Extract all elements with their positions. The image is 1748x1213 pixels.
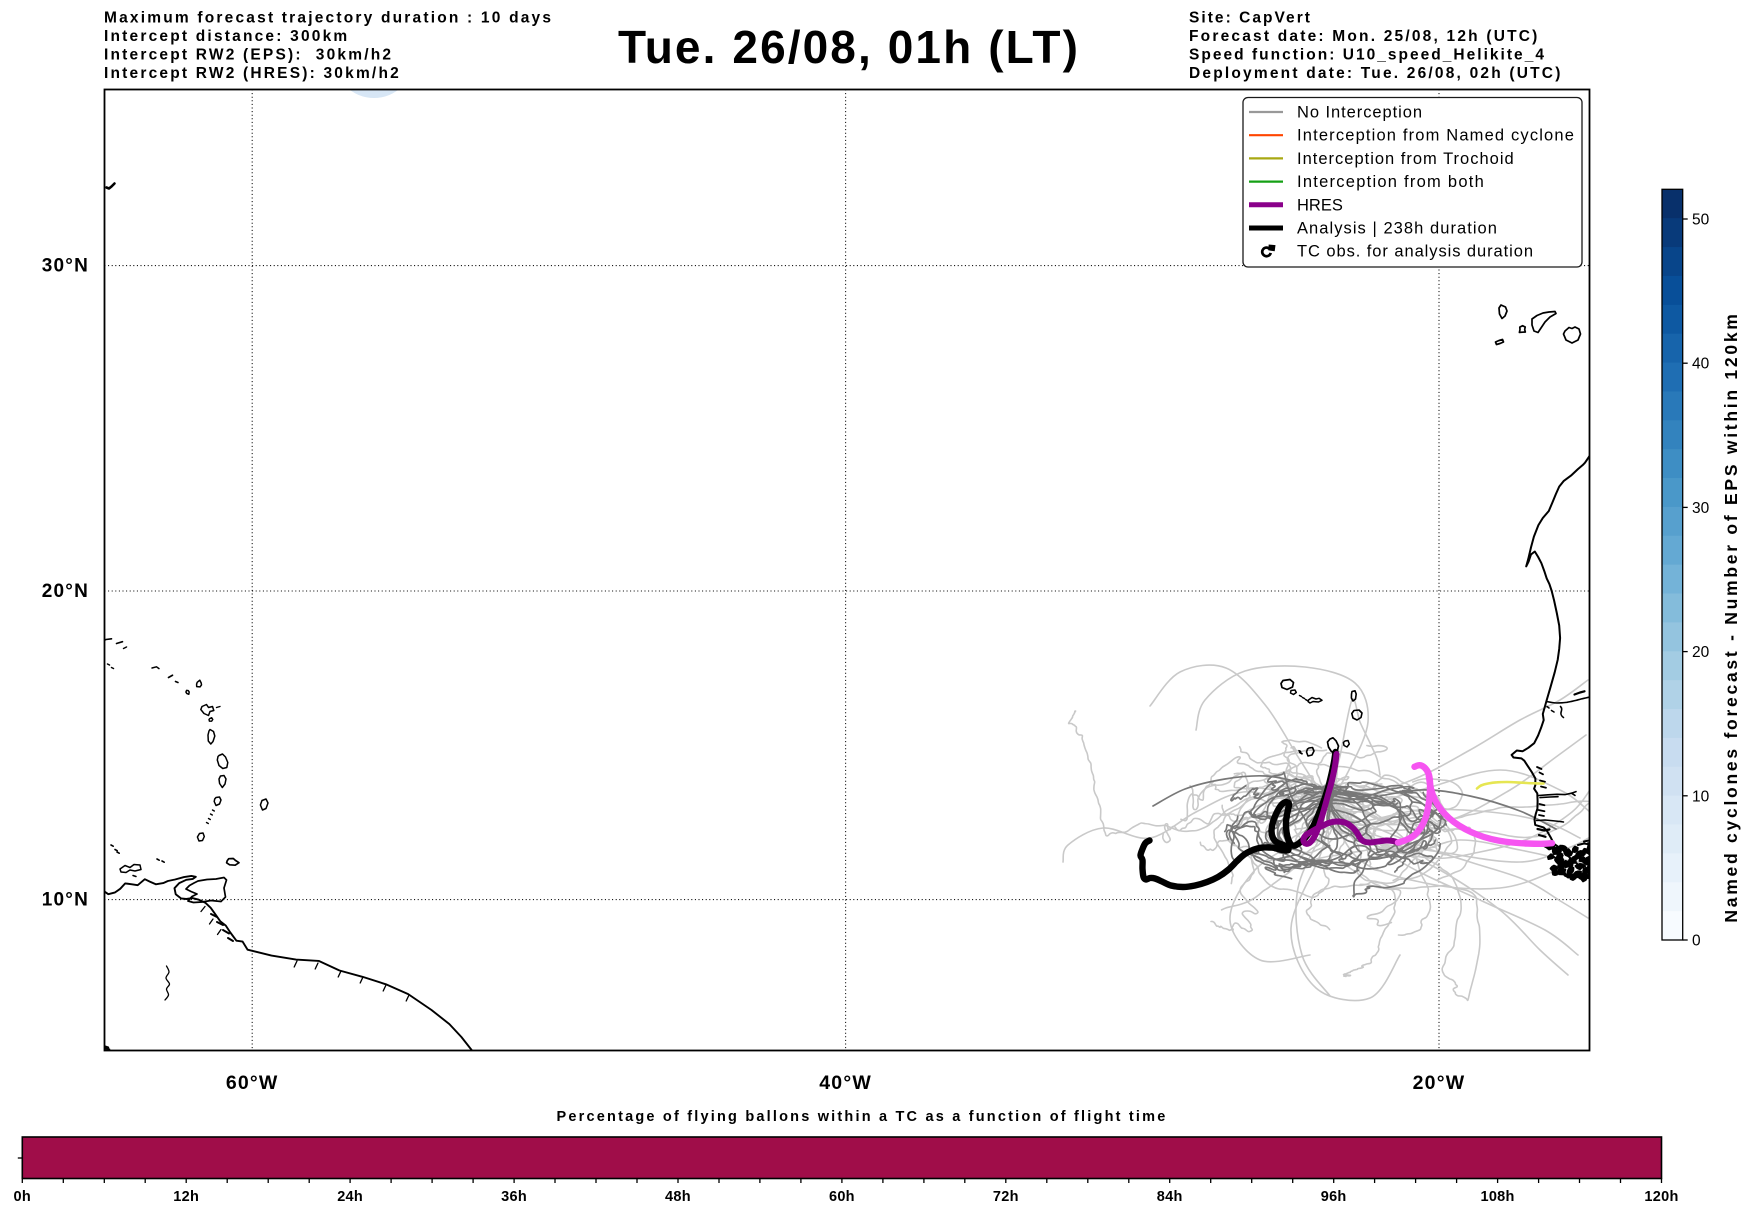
svg-text:Deployment date: Tue. 26/08, 0: Deployment date: Tue. 26/08, 02h (UTC) [1189, 65, 1563, 82]
svg-text:Percentage of flying ballons w: Percentage of flying ballons within a TC… [557, 1109, 1168, 1125]
svg-text:40°W: 40°W [819, 1072, 872, 1094]
svg-text:Site: CapVert: Site: CapVert [1189, 10, 1312, 27]
svg-text:24h: 24h [337, 1189, 363, 1205]
svg-text:Tue. 26/08, 01h (LT): Tue. 26/08, 01h (LT) [618, 21, 1080, 73]
svg-text:60°W: 60°W [226, 1072, 279, 1094]
svg-text:Interception from Trochoid: Interception from Trochoid [1297, 150, 1515, 168]
svg-text:20°W: 20°W [1413, 1072, 1466, 1094]
svg-text:36h: 36h [501, 1189, 527, 1205]
svg-text:120h: 120h [1644, 1189, 1678, 1205]
svg-text:Maximum forecast trajectory du: Maximum forecast trajectory duration : 1… [104, 10, 553, 27]
svg-text:20: 20 [1692, 644, 1710, 661]
svg-text:Forecast date: Mon. 25/08, 12h: Forecast date: Mon. 25/08, 12h (UTC) [1189, 28, 1540, 45]
svg-text:30°N: 30°N [42, 256, 89, 277]
svg-text:Interception from Named cyclon: Interception from Named cyclone [1297, 127, 1575, 145]
svg-text:40: 40 [1692, 356, 1710, 373]
svg-text:TC obs. for analysis duration: TC obs. for analysis duration [1297, 243, 1534, 261]
svg-text:Intercept distance: 300km: Intercept distance: 300km [104, 28, 349, 45]
svg-text:Interception from both: Interception from both [1297, 173, 1485, 191]
svg-text:10°N: 10°N [42, 890, 89, 911]
svg-text:No Interception: No Interception [1297, 104, 1423, 122]
svg-text:108h: 108h [1480, 1189, 1514, 1205]
svg-text:48h: 48h [665, 1189, 691, 1205]
svg-text:60h: 60h [829, 1189, 855, 1205]
svg-text:84h: 84h [1157, 1189, 1183, 1205]
svg-text:96h: 96h [1321, 1189, 1347, 1205]
svg-text:HRES: HRES [1297, 196, 1343, 214]
svg-text:Speed function: U10_speed_Heli: Speed function: U10_speed_Helikite_4 [1189, 47, 1546, 64]
svg-text:12h: 12h [173, 1189, 199, 1205]
svg-text:72h: 72h [993, 1189, 1019, 1205]
svg-text:0: 0 [1692, 933, 1701, 950]
svg-text:Analysis | 238h duration: Analysis | 238h duration [1297, 220, 1498, 238]
svg-text:Named cyclones forecast - Numb: Named cyclones forecast - Number of EPS … [1721, 311, 1741, 922]
svg-text:20°N: 20°N [42, 581, 89, 602]
svg-text:Intercept RW2 (EPS): 30km/h2: Intercept RW2 (EPS): 30km/h2 [104, 47, 393, 64]
svg-text:30: 30 [1692, 500, 1710, 517]
svg-text:10: 10 [1692, 788, 1710, 805]
svg-text:0h: 0h [14, 1189, 32, 1205]
svg-text:Intercept RW2 (HRES): 30km/h2: Intercept RW2 (HRES): 30km/h2 [104, 65, 401, 82]
svg-text:50: 50 [1692, 212, 1710, 229]
